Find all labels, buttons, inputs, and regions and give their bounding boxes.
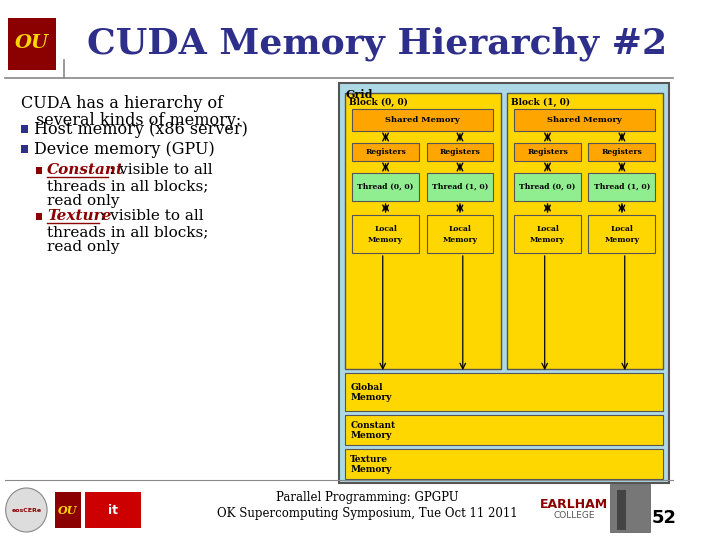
Text: Host memory (x86 server): Host memory (x86 server) bbox=[34, 120, 248, 138]
Bar bbox=[21, 145, 28, 153]
Bar bbox=[514, 143, 581, 161]
Bar bbox=[21, 125, 28, 133]
Text: Registers: Registers bbox=[601, 148, 642, 156]
Bar bbox=[352, 215, 419, 253]
Bar bbox=[36, 213, 42, 220]
Text: Memory: Memory bbox=[604, 236, 639, 244]
Text: read only: read only bbox=[47, 194, 120, 208]
Text: Local: Local bbox=[449, 225, 472, 233]
Text: Memory: Memory bbox=[443, 236, 477, 244]
Bar bbox=[339, 83, 669, 483]
Bar bbox=[345, 415, 663, 445]
Text: CUDA has a hierarchy of: CUDA has a hierarchy of bbox=[21, 95, 222, 112]
Bar bbox=[345, 93, 501, 369]
Text: Memory: Memory bbox=[350, 394, 392, 402]
Bar bbox=[507, 93, 663, 369]
Bar bbox=[352, 109, 493, 131]
Text: Grid: Grid bbox=[346, 89, 373, 100]
Bar bbox=[352, 173, 419, 201]
Text: Local: Local bbox=[536, 225, 559, 233]
Text: Thread (0, 0): Thread (0, 0) bbox=[357, 183, 414, 191]
Bar bbox=[426, 143, 493, 161]
Text: threads in all blocks;: threads in all blocks; bbox=[47, 225, 209, 239]
Text: Registers: Registers bbox=[439, 148, 480, 156]
Text: Global: Global bbox=[350, 382, 383, 392]
Bar bbox=[617, 490, 626, 530]
Bar bbox=[588, 173, 655, 201]
Text: Constant: Constant bbox=[350, 422, 395, 430]
Text: : visible to all: : visible to all bbox=[109, 163, 213, 177]
Text: several kinds of memory:: several kinds of memory: bbox=[36, 112, 241, 129]
Text: 52: 52 bbox=[652, 509, 676, 527]
Text: Device memory (GPU): Device memory (GPU) bbox=[34, 140, 215, 158]
Bar bbox=[36, 167, 42, 174]
Text: OU: OU bbox=[58, 504, 78, 516]
Text: Shared Memory: Shared Memory bbox=[547, 116, 622, 124]
Bar bbox=[610, 484, 649, 532]
Text: Parallel Programming: GPGPU: Parallel Programming: GPGPU bbox=[276, 490, 459, 503]
Text: threads in all blocks;: threads in all blocks; bbox=[47, 179, 209, 193]
Bar bbox=[345, 449, 663, 479]
Text: Memory: Memory bbox=[350, 431, 392, 441]
Bar bbox=[7, 18, 56, 70]
Bar bbox=[352, 143, 419, 161]
Text: Shared Memory: Shared Memory bbox=[385, 116, 460, 124]
Text: it: it bbox=[108, 503, 118, 516]
Text: Texture: Texture bbox=[47, 209, 112, 223]
Text: Thread (1, 0): Thread (1, 0) bbox=[432, 183, 488, 191]
Bar bbox=[514, 215, 581, 253]
Text: eosCERe: eosCERe bbox=[12, 508, 42, 512]
Text: Texture: Texture bbox=[350, 456, 388, 464]
Text: Thread (0, 0): Thread (0, 0) bbox=[519, 183, 576, 191]
Text: Registers: Registers bbox=[365, 148, 406, 156]
Text: OK Supercomputing Symposium, Tue Oct 11 2011: OK Supercomputing Symposium, Tue Oct 11 … bbox=[217, 508, 518, 521]
Bar bbox=[588, 143, 655, 161]
Bar bbox=[85, 492, 141, 528]
Text: CUDA Memory Hierarchy #2: CUDA Memory Hierarchy #2 bbox=[86, 27, 667, 61]
Text: EARLHAM: EARLHAM bbox=[540, 497, 608, 510]
Text: Registers: Registers bbox=[527, 148, 568, 156]
Bar bbox=[426, 173, 493, 201]
Text: Memory: Memory bbox=[368, 236, 403, 244]
Text: read only: read only bbox=[47, 240, 120, 254]
Bar bbox=[514, 173, 581, 201]
Text: Constant: Constant bbox=[47, 163, 124, 177]
Text: Block (1, 0): Block (1, 0) bbox=[511, 98, 570, 107]
Text: COLLEGE: COLLEGE bbox=[554, 511, 595, 521]
Bar bbox=[514, 109, 655, 131]
Text: : visible to all: : visible to all bbox=[100, 209, 204, 223]
Text: Thread (1, 0): Thread (1, 0) bbox=[594, 183, 650, 191]
Text: Block (0, 0): Block (0, 0) bbox=[349, 98, 408, 107]
Text: OU: OU bbox=[15, 34, 49, 52]
Text: Local: Local bbox=[611, 225, 634, 233]
Text: Memory: Memory bbox=[350, 465, 392, 475]
Bar bbox=[55, 492, 81, 528]
Bar bbox=[426, 215, 493, 253]
Text: Local: Local bbox=[374, 225, 397, 233]
Bar bbox=[345, 373, 663, 411]
Circle shape bbox=[6, 488, 47, 532]
Text: Memory: Memory bbox=[530, 236, 565, 244]
Bar bbox=[588, 215, 655, 253]
